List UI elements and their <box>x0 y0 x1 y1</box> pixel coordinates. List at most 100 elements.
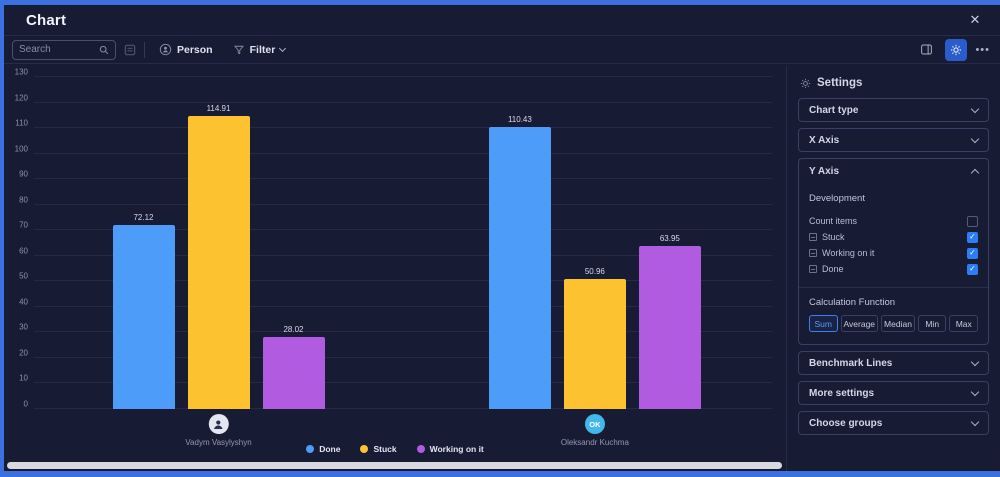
y-axis-column-row: Count items <box>809 213 978 229</box>
calc-option-sum[interactable]: Sum <box>809 315 838 332</box>
board-icon[interactable] <box>124 44 136 56</box>
window-frame-left <box>0 5 4 471</box>
gridline <box>34 229 772 231</box>
widget-header: Chart ✕ <box>4 5 1000 36</box>
page-title: Chart <box>26 11 67 29</box>
section-benchmark-lines[interactable]: Benchmark Lines <box>798 351 989 375</box>
settings-button[interactable] <box>945 38 968 61</box>
search-icon <box>99 45 109 55</box>
y-axis-column-row: Done ✓ <box>809 261 978 277</box>
gridline <box>34 382 772 384</box>
y-axis-header[interactable]: Y Axis <box>799 159 988 183</box>
legend-label: Stuck <box>373 444 397 454</box>
bar-value-label: 63.95 <box>659 233 680 243</box>
bar-group: 72.12 114.91 28.02 <box>112 77 325 409</box>
search-input[interactable] <box>12 39 116 60</box>
gridline <box>34 127 772 129</box>
chevron-down-icon <box>970 357 980 366</box>
legend-item[interactable]: Stuck <box>360 444 397 454</box>
legend-label: Done <box>319 444 341 454</box>
chevron-down-icon <box>279 44 287 53</box>
bar-done[interactable] <box>112 224 175 409</box>
column-label: Working on it <box>822 248 875 258</box>
more-options-icon[interactable]: ••• <box>975 43 990 56</box>
board-name: Development <box>809 193 865 204</box>
bar-group: 110.43 50.96 63.95 <box>488 77 701 409</box>
bar-value-label: 28.02 <box>283 325 304 335</box>
bar-wrap: 50.96 <box>563 77 626 409</box>
settings-panel: Settings Chart type X Axis Y Axis Develo… <box>786 66 1000 471</box>
y-axis-tick-label: 50 <box>19 271 28 281</box>
split-view-icon[interactable] <box>915 39 937 61</box>
gridline <box>34 101 772 103</box>
column-type-icon <box>809 249 817 257</box>
calc-option-median[interactable]: Median <box>881 315 915 332</box>
y-axis-column-row: Working on it ✓ <box>809 245 978 261</box>
column-label: Count items <box>809 216 858 226</box>
section-y-axis: Y Axis Development Count items Stuck ✓ Work… <box>798 158 989 345</box>
legend-dot <box>306 445 315 453</box>
column-type-icon <box>809 265 817 273</box>
section-chart-type[interactable]: Chart type <box>798 98 989 122</box>
gridline <box>34 152 772 154</box>
bar-working-on-it[interactable] <box>638 245 701 409</box>
bar-stuck[interactable] <box>563 278 626 409</box>
chevron-down-icon <box>970 417 980 426</box>
search-field[interactable] <box>19 44 95 55</box>
checkbox-count-items[interactable] <box>967 215 978 227</box>
legend-dot <box>360 445 369 453</box>
column-type-icon <box>809 233 817 241</box>
y-axis-tick-label: 110 <box>15 118 28 128</box>
filter-icon <box>233 44 245 56</box>
gridline <box>34 356 772 358</box>
checkbox-stuck[interactable]: ✓ <box>967 231 978 243</box>
section-x-axis[interactable]: X Axis <box>798 128 989 152</box>
plot-area: 0 10 20 30 40 50 60 70 80 90 100 110 120 130 72.12 114.… <box>15 68 772 409</box>
gridline <box>34 280 772 282</box>
section-label: Benchmark Lines <box>809 357 893 369</box>
gridline <box>34 408 772 409</box>
main-area: 0 10 20 30 40 50 60 70 80 90 100 110 120 130 72.12 114.… <box>4 66 1000 471</box>
calculation-function-options: Sum Average Median Min Max <box>809 315 978 332</box>
y-axis-tick-label: 100 <box>14 144 28 154</box>
avatar-initials[interactable]: OK <box>584 414 605 434</box>
checkbox-working-on-it[interactable]: ✓ <box>967 247 978 259</box>
section-choose-groups[interactable]: Choose groups <box>798 411 989 435</box>
calc-option-max[interactable]: Max <box>949 315 978 332</box>
gridline <box>34 254 772 256</box>
settings-header: Settings <box>800 77 989 89</box>
toolbar-divider <box>144 41 145 58</box>
bar-wrap: 63.95 <box>638 77 701 409</box>
checkbox-done[interactable]: ✓ <box>967 263 978 275</box>
chart-legend: Done Stuck Working on it <box>4 444 786 454</box>
gear-icon <box>800 78 811 89</box>
y-axis-tick-label: 20 <box>19 348 28 358</box>
gridline <box>34 305 772 307</box>
calc-option-average[interactable]: Average <box>840 315 879 332</box>
section-more-settings[interactable]: More settings <box>798 381 989 405</box>
person-icon <box>159 43 172 56</box>
filter-button[interactable]: Filter <box>227 41 292 59</box>
horizontal-scrollbar[interactable] <box>7 462 782 469</box>
bar-stuck[interactable] <box>187 115 250 409</box>
legend-item[interactable]: Working on it <box>416 444 484 454</box>
bar-value-label: 50.96 <box>584 266 605 276</box>
avatar-person-icon[interactable] <box>208 414 229 434</box>
legend-item[interactable]: Done <box>306 444 340 454</box>
y-axis-tick-label: 10 <box>19 373 28 383</box>
gridline <box>34 76 772 77</box>
bar-working-on-it[interactable] <box>262 337 325 409</box>
bar-done[interactable] <box>488 126 551 409</box>
person-filter-button[interactable]: Person <box>153 40 219 59</box>
calculation-function-label: Calculation Function <box>809 297 896 308</box>
y-axis-tick-label: 0 <box>23 399 28 409</box>
bar-value-label: 110.43 <box>507 114 532 124</box>
close-icon[interactable]: ✕ <box>969 12 981 27</box>
divider <box>799 287 988 288</box>
filter-label: Filter <box>249 43 276 56</box>
x-axis-group: OK Oleksandr Kuchma <box>561 414 629 447</box>
y-axis-column-list: Count items Stuck ✓ Working on it ✓ Done ✓ <box>809 213 978 277</box>
gridline <box>34 331 772 333</box>
settings-title: Settings <box>817 77 863 89</box>
calc-option-min[interactable]: Min <box>917 315 947 332</box>
